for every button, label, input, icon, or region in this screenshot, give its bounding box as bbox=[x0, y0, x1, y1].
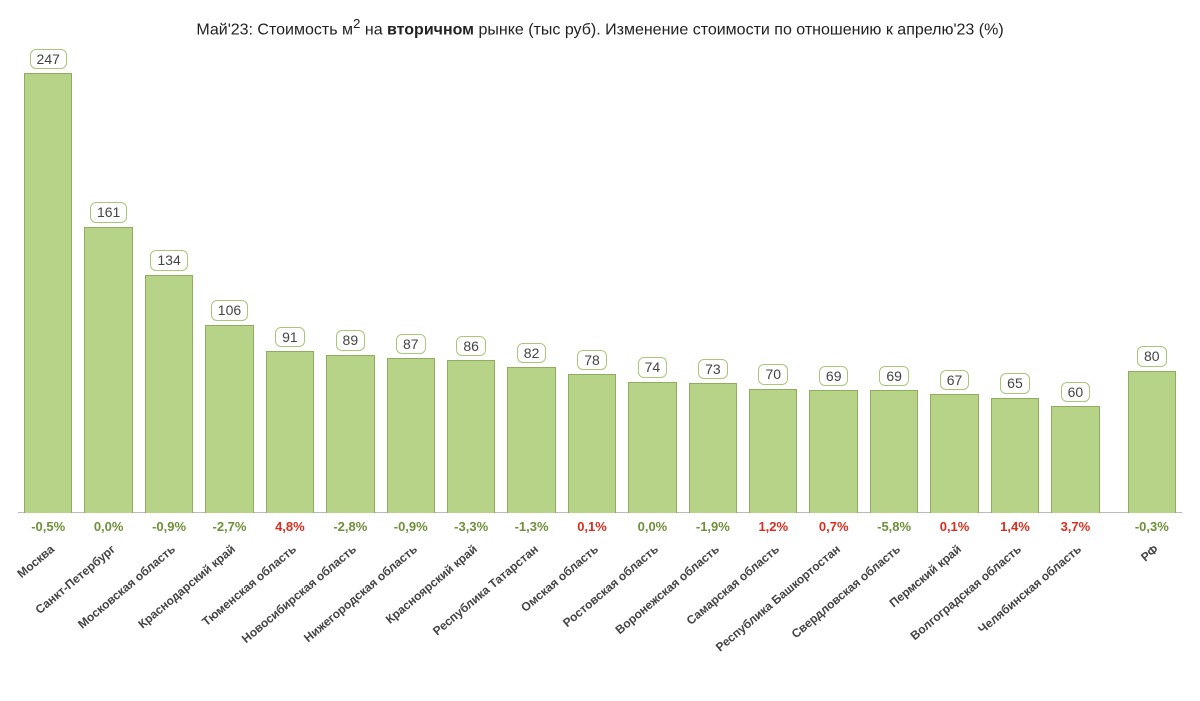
bar-group: 91 bbox=[260, 43, 320, 513]
value-badge: 89 bbox=[336, 330, 366, 350]
value-badge: 78 bbox=[577, 350, 607, 370]
bar bbox=[628, 382, 676, 514]
value-badge: 74 bbox=[638, 357, 668, 377]
bar bbox=[749, 389, 797, 514]
value-badge: 161 bbox=[90, 202, 127, 222]
bar bbox=[145, 275, 193, 514]
value-badge: 134 bbox=[150, 250, 187, 270]
pct-change: -1,3% bbox=[501, 513, 561, 536]
bar-group: 67 bbox=[924, 43, 984, 513]
pct-change: -0,5% bbox=[18, 513, 78, 536]
pct-change: 1,4% bbox=[985, 513, 1045, 536]
bar bbox=[387, 358, 435, 513]
pct-change: -3,3% bbox=[441, 513, 501, 536]
bar-group: 247 bbox=[18, 43, 78, 513]
pct-change: -1,9% bbox=[683, 513, 743, 536]
value-badge: 82 bbox=[517, 343, 547, 363]
pct-change: 0,1% bbox=[562, 513, 622, 536]
bar bbox=[1051, 406, 1099, 513]
value-badge: 87 bbox=[396, 334, 426, 354]
pct-change: 0,0% bbox=[622, 513, 682, 536]
bar-group: 134 bbox=[139, 43, 199, 513]
category-label: РФ bbox=[1138, 542, 1161, 564]
bar-group: 89 bbox=[320, 43, 380, 513]
value-badge: 106 bbox=[211, 300, 248, 320]
bar-group: 73 bbox=[683, 43, 743, 513]
bar bbox=[930, 394, 978, 513]
bar-group: 70 bbox=[743, 43, 803, 513]
bar-group: 80 bbox=[1122, 43, 1182, 513]
pct-change: 1,2% bbox=[743, 513, 803, 536]
chart-container: Май'23: Стоимость м2 на вторичном рынке … bbox=[0, 0, 1200, 701]
bar-group: 87 bbox=[381, 43, 441, 513]
bar-group: 60 bbox=[1045, 43, 1105, 513]
value-badge: 69 bbox=[819, 366, 849, 386]
bar-group: 161 bbox=[78, 43, 138, 513]
value-badge: 80 bbox=[1137, 346, 1167, 366]
pct-change: -5,8% bbox=[864, 513, 924, 536]
pct-change: -0,9% bbox=[139, 513, 199, 536]
bar bbox=[266, 351, 314, 513]
bar-group: 74 bbox=[622, 43, 682, 513]
bar bbox=[326, 355, 374, 514]
plot-area: 247 161 134 106 91 89 87 86 82 78 74 73 70 69 69 67 65 60… bbox=[18, 43, 1182, 513]
pct-change: 4,8% bbox=[260, 513, 320, 536]
value-badge: 247 bbox=[30, 49, 67, 69]
category-label-cell: РФ bbox=[1122, 536, 1182, 686]
category-label-cell: Москва bbox=[18, 536, 78, 686]
pct-change: 0,7% bbox=[803, 513, 863, 536]
pct-change: 0,0% bbox=[78, 513, 138, 536]
bar bbox=[507, 367, 555, 513]
value-badge: 60 bbox=[1061, 382, 1091, 402]
pct-change: -2,8% bbox=[320, 513, 380, 536]
pct-change: -0,3% bbox=[1122, 513, 1182, 536]
pct-change: 3,7% bbox=[1045, 513, 1105, 536]
bar bbox=[689, 383, 737, 513]
pct-change: -0,9% bbox=[381, 513, 441, 536]
title-p2: на bbox=[360, 21, 387, 38]
chart-title: Май'23: Стоимость м2 на вторичном рынке … bbox=[18, 16, 1182, 39]
title-p3: рынке (тыс руб). Изменение стоимости по … bbox=[474, 21, 1004, 38]
bar bbox=[870, 390, 918, 513]
value-badge: 91 bbox=[275, 327, 305, 347]
category-label: Москва bbox=[15, 542, 58, 581]
bar bbox=[809, 390, 857, 513]
value-badge: 69 bbox=[879, 366, 909, 386]
pct-change: -2,7% bbox=[199, 513, 259, 536]
bar bbox=[205, 325, 253, 514]
bar bbox=[447, 360, 495, 513]
bar bbox=[991, 398, 1039, 514]
bar-group: 69 bbox=[803, 43, 863, 513]
bar-group: 65 bbox=[985, 43, 1045, 513]
bar-group: 78 bbox=[562, 43, 622, 513]
pct-change: 0,1% bbox=[924, 513, 984, 536]
category-label-cell: Республика Татарстан bbox=[501, 536, 561, 686]
title-bold: вторичном bbox=[387, 21, 474, 38]
bar-group: 82 bbox=[501, 43, 561, 513]
value-badge: 65 bbox=[1000, 373, 1030, 393]
bar bbox=[24, 73, 72, 513]
bar bbox=[1128, 371, 1176, 514]
bar-group: 69 bbox=[864, 43, 924, 513]
title-p1: Май'23: Стоимость м bbox=[196, 21, 353, 38]
category-label-cell: Свердловская область bbox=[864, 536, 924, 686]
bar bbox=[84, 227, 132, 514]
value-badge: 73 bbox=[698, 359, 728, 379]
bar bbox=[568, 374, 616, 513]
value-badge: 67 bbox=[940, 370, 970, 390]
pct-row: -0,5%0,0%-0,9%-2,7%4,8%-2,8%-0,9%-3,3%-1… bbox=[18, 513, 1182, 536]
value-badge: 70 bbox=[758, 364, 788, 384]
category-labels-row: МоскваСанкт-ПетербургМосковская областьК… bbox=[18, 536, 1182, 686]
bar-group: 86 bbox=[441, 43, 501, 513]
value-badge: 86 bbox=[456, 336, 486, 356]
bar-group: 106 bbox=[199, 43, 259, 513]
category-label-cell: Челябинская область bbox=[1045, 536, 1105, 686]
